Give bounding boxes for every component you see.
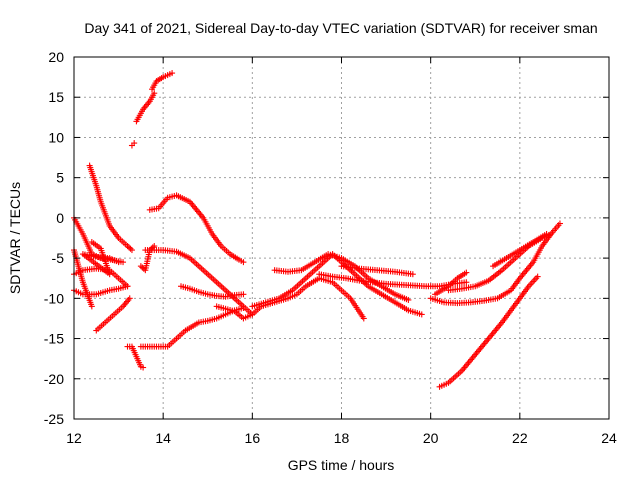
series-s3 [71, 247, 95, 310]
y-tick-label: -10 [44, 290, 64, 306]
series-s24 [79, 239, 158, 371]
data-point [543, 230, 550, 237]
axis-ticks [73, 56, 610, 420]
x-tick-label: 22 [512, 430, 528, 446]
y-tick-label: 10 [48, 129, 64, 145]
series-s23 [436, 273, 541, 390]
y-tick-label: 5 [56, 170, 64, 186]
data-point [88, 303, 95, 310]
data-point [240, 304, 247, 311]
y-tick-label: 0 [56, 210, 64, 226]
data-point [360, 315, 367, 322]
data-point [149, 244, 156, 251]
x-tick-label: 16 [245, 430, 261, 446]
series-s12 [137, 304, 247, 350]
series-s8 [149, 70, 176, 93]
data-point [125, 244, 132, 251]
y-tick-label: 15 [48, 89, 64, 105]
data-points [71, 70, 563, 390]
data-point [463, 269, 470, 276]
y-tick-label: -5 [52, 250, 65, 266]
chart-title: Day 341 of 2021, Sidereal Day-to-day VTE… [84, 20, 597, 36]
x-tick-label: 20 [423, 430, 439, 446]
data-point [151, 243, 158, 250]
series-s6 [93, 295, 133, 334]
data-point [240, 291, 247, 298]
data-point [534, 273, 541, 280]
data-point [405, 296, 412, 303]
y-tick-label: -25 [44, 411, 64, 427]
series-s7 [133, 90, 158, 125]
data-point [127, 245, 134, 252]
data-point [124, 283, 131, 290]
series-s19 [432, 269, 470, 298]
data-point [140, 364, 147, 371]
data-point [240, 259, 247, 266]
x-tick-label: 12 [66, 430, 82, 446]
data-point [126, 295, 133, 302]
data-point [151, 90, 158, 97]
series-s9 [128, 140, 138, 149]
x-tick-label: 24 [601, 430, 617, 446]
x-tick-label: 14 [155, 430, 171, 446]
series-s4 [71, 283, 131, 298]
data-point [418, 311, 425, 318]
series-s18 [338, 263, 416, 278]
data-point [120, 259, 127, 266]
tick-labels: 12 14 16 18 20 22 24 -25 -20 -15 -10 -5 0 5 10 15 20 [44, 49, 617, 446]
data-point [169, 70, 176, 77]
data-point [463, 279, 470, 286]
series-s15 [249, 251, 425, 318]
series-s1 [71, 214, 122, 266]
series-s22 [490, 230, 550, 270]
y-tick-label: -20 [44, 371, 64, 387]
series-s13 [178, 283, 247, 300]
y-axis-label: SDTVAR / TECUs [7, 182, 23, 294]
x-tick-label: 18 [334, 430, 350, 446]
y-tick-label: 20 [48, 49, 64, 65]
series-s2 [86, 162, 135, 254]
data-point [131, 140, 138, 147]
y-tick-label: -15 [44, 331, 64, 347]
data-point [409, 271, 416, 278]
x-axis-label: GPS time / hours [288, 457, 395, 473]
data-point [556, 220, 563, 227]
series-s10 [146, 192, 247, 266]
data-point [128, 247, 135, 254]
grid [74, 57, 609, 419]
